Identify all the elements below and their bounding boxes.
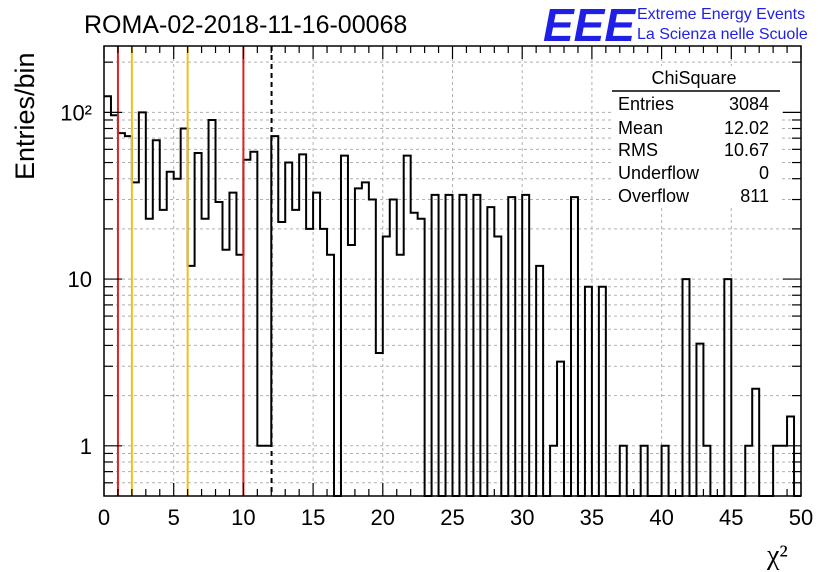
x-tick-label: 25	[440, 505, 464, 530]
eee-logo: EEE Extreme Energy Events La Scienza nel…	[543, 0, 808, 51]
x-tick-label: 40	[649, 505, 673, 530]
stat-label-underflow: Underflow	[618, 163, 700, 183]
stat-label-mean: Mean	[618, 118, 663, 138]
x-tick-label: 5	[168, 505, 180, 530]
x-axis-label: χ²	[766, 540, 788, 571]
y-axis-label: Entries/bin	[10, 52, 40, 180]
logo-letters: EEE	[543, 0, 636, 51]
stat-value-rms: 10.67	[724, 140, 769, 160]
x-tick-labels: 0 5 10 15 20 25 30 35 40 45 50	[98, 505, 813, 530]
stat-value-entries: 3084	[729, 94, 769, 114]
stat-value-underflow: 0	[759, 163, 769, 183]
stat-label-rms: RMS	[618, 140, 658, 160]
y-tick-labels: 1 10 10²	[60, 100, 92, 458]
stat-label-overflow: Overflow	[618, 186, 690, 206]
reference-lines	[116, 46, 273, 496]
x-tick-label: 0	[98, 505, 110, 530]
x-tick-label: 50	[789, 505, 813, 530]
x-tick-label: 15	[301, 505, 325, 530]
stat-label-entries: Entries	[618, 94, 674, 114]
stat-value-mean: 12.02	[724, 118, 769, 138]
y-tick-label: 1	[80, 434, 92, 459]
logo-line-1: Extreme Energy Events	[637, 6, 805, 23]
logo-line-2: La Scienza nelle Scuole	[637, 26, 808, 43]
x-tick-label: 30	[510, 505, 534, 530]
x-tick-label: 45	[719, 505, 743, 530]
chart-title: ROMA-02-2018-11-16-00068	[84, 11, 407, 39]
y-tick-label: 10	[68, 267, 92, 292]
y-tick-label: 10²	[60, 100, 92, 125]
axis-ticks	[103, 46, 802, 496]
stats-title: ChiSquare	[651, 68, 736, 88]
x-tick-label: 20	[371, 505, 395, 530]
x-tick-label: 35	[580, 505, 604, 530]
stat-value-overflow: 811	[740, 186, 769, 206]
stats-box: ChiSquare Entries 3084 Mean 12.02 RMS 10…	[612, 66, 780, 206]
x-tick-label: 10	[231, 505, 255, 530]
